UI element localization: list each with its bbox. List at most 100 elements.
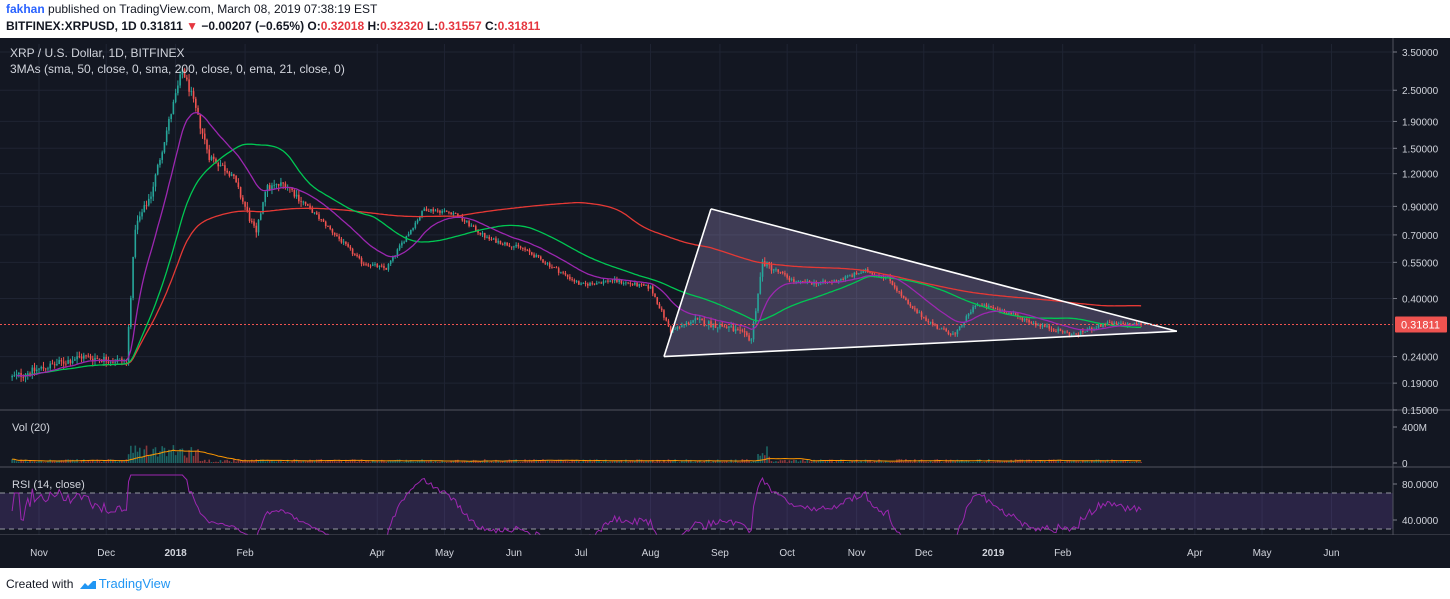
volume-bar: [425, 461, 428, 463]
volume-bar: [42, 462, 45, 463]
volume-bar: [600, 461, 603, 463]
volume-bar: [183, 455, 186, 463]
time-axis[interactable]: Nov Dec 2018 Feb Apr May Jun Jul Aug Sep Oct Nov Dec…: [0, 535, 1450, 568]
candle-body: [1133, 322, 1136, 325]
time-tick-label: Feb: [236, 548, 254, 559]
volume-bar: [976, 459, 979, 463]
candle-body: [242, 197, 244, 202]
candle-body: [925, 317, 927, 321]
volume-bar: [15, 461, 18, 463]
candle-body: [786, 274, 788, 278]
volume-bar: [580, 462, 582, 463]
volume-bar: [884, 461, 887, 463]
candle-body: [253, 221, 255, 226]
volume-bar: [378, 461, 381, 463]
tradingview-brand[interactable]: TradingView: [98, 576, 171, 591]
volume-bar: [678, 462, 681, 463]
volume-bar: [237, 459, 240, 463]
candle-body: [246, 206, 249, 211]
volume-bar: [298, 460, 300, 463]
triangle-left-edge[interactable]: [663, 208, 712, 357]
price-chart[interactable]: 3.50000 2.50000 1.90000 1.50000 1.20000 0.900…: [0, 38, 1450, 568]
volume-bar: [837, 460, 840, 463]
time-tick-label: Nov: [848, 548, 866, 559]
volume-bar: [611, 461, 614, 463]
volume-bar: [958, 460, 961, 463]
volume-bar: [1050, 459, 1053, 463]
candle-body: [853, 272, 856, 277]
volume-bar: [947, 461, 950, 463]
candle-body: [89, 355, 92, 359]
candle-body: [448, 211, 450, 213]
volume-bar: [1120, 460, 1122, 463]
candle-body: [905, 297, 907, 300]
candle-body: [611, 280, 614, 282]
volume-bar: [560, 459, 562, 463]
candle-body: [461, 216, 464, 221]
volume-bar: [147, 456, 150, 463]
volume-bar: [802, 459, 804, 463]
price-tick-label: 1.90000: [1402, 117, 1439, 128]
candle-body: [479, 232, 482, 235]
candle-body: [972, 307, 974, 313]
candle-body: [83, 355, 85, 359]
candle-body: [1048, 325, 1051, 329]
volume-bar: [273, 461, 275, 463]
volume-bar: [822, 460, 824, 463]
time-tick-label: Sep: [711, 548, 729, 559]
price-tick-label: 0.90000: [1402, 202, 1439, 213]
candle-body: [634, 282, 636, 285]
triangle-upper-trendline[interactable]: [710, 208, 1178, 332]
volume-bar: [902, 461, 905, 463]
price-tick-label: 1.50000: [1402, 144, 1439, 155]
volume-bar: [121, 460, 123, 463]
volume-bar: [389, 460, 392, 463]
candle-body: [188, 79, 190, 92]
candle-body: [190, 91, 193, 92]
volume-bar: [107, 459, 110, 463]
price-axis[interactable]: 3.50000 2.50000 1.90000 1.50000 1.20000 0.900…: [1393, 48, 1439, 527]
candle-body: [896, 287, 898, 291]
volume-bar: [893, 462, 896, 463]
volume-bar: [943, 462, 945, 463]
candle-body: [900, 291, 903, 296]
volume-bar: [1133, 461, 1136, 463]
volume-bar: [772, 461, 775, 463]
volume-bar: [875, 461, 878, 463]
volume-bar: [161, 446, 163, 463]
volume-bar: [1012, 461, 1015, 463]
candle-body: [1068, 332, 1071, 336]
candle-body: [1021, 317, 1024, 321]
candle-body: [336, 234, 338, 237]
candle-body: [598, 282, 600, 284]
chart-grid: [0, 44, 1393, 535]
volume-bar: [170, 450, 172, 463]
candle-body: [96, 357, 99, 359]
volume-bar: [595, 459, 598, 463]
author-link[interactable]: fakhan: [6, 2, 45, 16]
candle-body: [739, 329, 741, 331]
volume-bar: [35, 461, 38, 463]
candle-body: [228, 172, 231, 176]
time-tick-label: Feb: [1054, 548, 1072, 559]
volume-bar: [20, 459, 22, 463]
triangle-lower-trendline[interactable]: [663, 330, 1177, 358]
volume-bar: [566, 461, 569, 463]
candle-body: [275, 184, 278, 185]
candle-body: [403, 241, 405, 243]
candle-body: [239, 187, 242, 198]
candle-body: [1041, 325, 1044, 327]
candle-body: [74, 359, 76, 361]
volume-bar: [336, 461, 338, 463]
volume-bar: [880, 461, 883, 463]
volume-bar: [470, 460, 473, 463]
candle-body: [607, 280, 609, 282]
candle-body: [1077, 334, 1080, 336]
candle-body: [687, 322, 690, 324]
candle-body: [999, 309, 1001, 311]
candle-body: [965, 316, 968, 323]
volume-bar: [640, 459, 643, 463]
candle-body: [770, 264, 773, 271]
candle-body: [98, 358, 101, 360]
candle-body: [183, 69, 186, 78]
